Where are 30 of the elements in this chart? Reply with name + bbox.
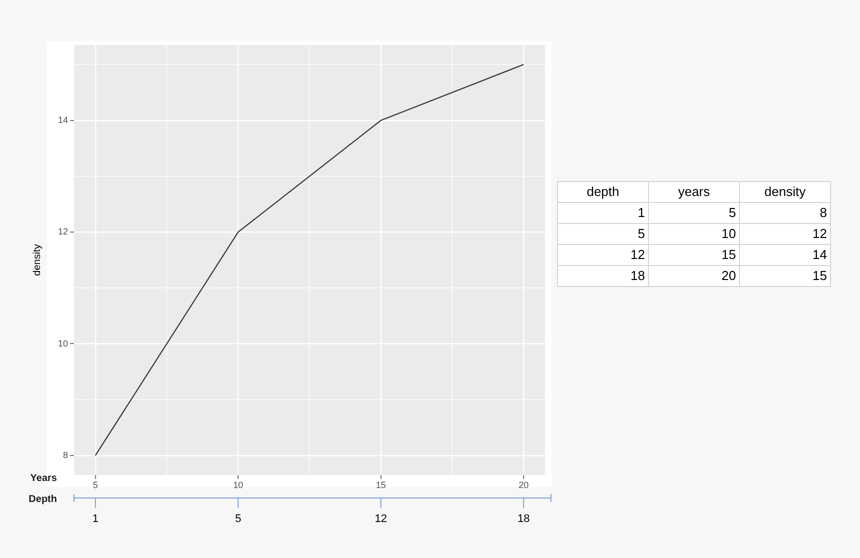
- x-tick-label: density: [740, 182, 830, 202]
- data-label: 20: [648, 266, 740, 286]
- data-label: 12: [558, 244, 648, 266]
- annotation: 1: [92, 513, 98, 526]
- data-label: 5: [558, 224, 648, 244]
- y-tick-label: 10: [58, 338, 68, 348]
- y-axis-title: density: [32, 244, 43, 276]
- x-tick-label: depth: [558, 182, 648, 202]
- annotation: 5: [235, 513, 242, 526]
- data-label: 14: [740, 244, 830, 266]
- data-label: 15: [740, 266, 830, 286]
- annotation: 12: [374, 513, 387, 526]
- data-label: 5: [648, 202, 740, 224]
- data-label: 8: [740, 202, 830, 224]
- x-tick-label: 15: [376, 480, 386, 490]
- annotation: 18: [517, 513, 530, 526]
- x-tick-label: 10: [233, 480, 244, 490]
- data-label: 12: [740, 224, 830, 244]
- y-tick-label: 8: [62, 450, 68, 460]
- data-label: 15: [648, 244, 740, 266]
- x-axis-title: Years: [30, 472, 58, 484]
- x-tick-label: 20: [518, 480, 529, 490]
- x-tick-label: years: [648, 182, 740, 202]
- text: Depth: [28, 494, 57, 505]
- data-label: 1: [558, 202, 648, 224]
- y-tick-label: 14: [58, 114, 68, 125]
- x-tick-label: 5: [92, 480, 98, 490]
- data-label: 10: [648, 224, 740, 244]
- data-label: 18: [558, 266, 648, 286]
- y-tick-label: 12: [58, 226, 68, 237]
